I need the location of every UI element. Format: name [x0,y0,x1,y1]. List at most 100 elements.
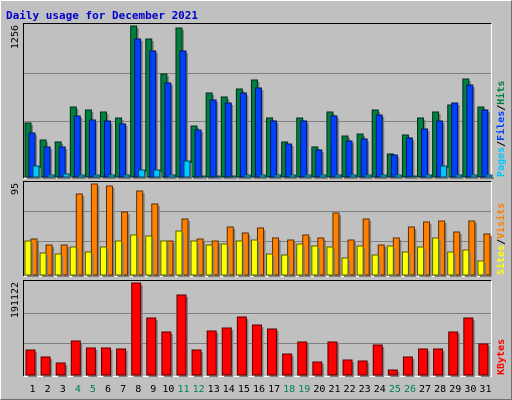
bar-files-day-26 [405,137,415,179]
bar-files-day-30 [466,84,475,179]
x-tick-day-3: 3 [60,384,66,395]
bar-kbytes-day-26 [402,356,415,377]
x-tick-day-27: 27 [419,384,431,395]
bar-shadow [110,177,117,179]
bar-pages-day-8 [138,169,147,179]
bar-files-day-27 [421,128,430,179]
bar-shadow [382,177,389,179]
side-label-separator: / [496,141,507,147]
bar-face [402,356,413,376]
side-label-visits: Visits [495,203,507,239]
bar-kbytes-day-15 [236,316,249,377]
bar-sites-day-28 [432,237,441,277]
bar-face [175,230,183,276]
bar-face [425,174,433,178]
bar-kbytes-day-21 [327,341,339,377]
bar-face [386,245,394,276]
bar-kbytes-day-19 [297,341,309,377]
x-tick-day-28: 28 [434,384,446,395]
bar-face [209,99,217,178]
x-tick-day-16: 16 [253,384,265,395]
bar-kbytes-day-7 [116,348,128,377]
bar-shadow [487,177,494,179]
side-label-separator: / [496,105,507,111]
x-tick-day-14: 14 [223,384,235,395]
bar-files-day-23 [360,138,370,179]
bar-face [387,369,398,376]
bar-kbytes-day-9 [146,317,158,377]
bar-kbytes-day-28 [433,348,445,377]
bar-face [213,175,221,178]
x-tick-day-21: 21 [328,384,340,395]
bar-face [146,317,157,376]
bar-sites-day-12 [190,240,200,277]
bar-face [116,348,127,376]
bar-shadow [261,177,268,179]
x-tick-day-19: 19 [298,384,310,395]
bar-face [407,226,415,276]
bar-face [421,128,429,178]
bar-face [481,109,489,178]
bar-files-day-19 [300,120,309,179]
bar-visits-day-4 [75,193,85,277]
bar-pages-day-27 [425,174,434,179]
bar-face [250,239,258,276]
bar-visits-day-30 [468,220,477,277]
bar-pages-day-10 [168,174,177,179]
bar-face [164,82,172,178]
chart-title: Daily usage for December 2021 [6,9,198,22]
bar-face [123,174,131,178]
bar-face [136,190,144,276]
bar-files-day-22 [345,140,355,179]
bar-pages-day-28 [440,165,449,179]
bar-pages-day-4 [77,174,87,179]
bar-face [466,84,474,178]
x-tick-day-13: 13 [208,384,220,395]
bar-files-day-28 [436,120,445,179]
bar-shadow [231,178,238,179]
bar-pages-day-7 [123,174,132,179]
bar-face [409,175,417,178]
x-tick-day-5: 5 [90,384,96,395]
bar-face [433,348,444,376]
x-tick-day-29: 29 [449,384,461,395]
bar-files-day-25 [390,154,400,179]
bar-face [228,175,236,178]
bar-face [176,294,187,376]
bar-shadow [80,177,87,179]
side-label-pages: Pages [496,147,507,177]
bar-files-day-15 [239,92,249,179]
bar-face [90,183,98,276]
bar-pages-day-11 [183,160,192,179]
bar-pages-day-12 [198,175,208,179]
bar-face [85,347,96,376]
bar-files-day-24 [375,114,385,179]
bar-face [477,260,485,276]
bar-files-day-31 [481,109,490,179]
bar-pages-day-14 [228,175,238,179]
bar-sites-day-23 [356,245,366,277]
side-label-hits: Hits [495,81,507,105]
bar-face [105,185,113,276]
bar-shadow [246,177,253,179]
side-label-kbytes: KBytes [496,339,507,375]
bar-files-day-13 [209,99,219,179]
bar-visits-day-31 [483,233,492,277]
bar-face [205,244,213,276]
bar-pages-day-29 [455,174,464,179]
bar-sites-day-26 [401,251,411,277]
bar-sites-day-1 [24,240,33,277]
side-label-text: Pages/Files/Hits [495,81,507,177]
y-max-label: 95 [10,183,21,195]
bar-face [206,330,217,376]
bar-face [190,240,198,276]
bar-face [390,154,398,178]
bar-face [451,102,459,178]
bar-face [285,143,293,178]
bar-face [77,174,85,178]
bar-files-day-16 [254,87,264,179]
bar-face [62,173,70,178]
bar-face [296,243,304,276]
